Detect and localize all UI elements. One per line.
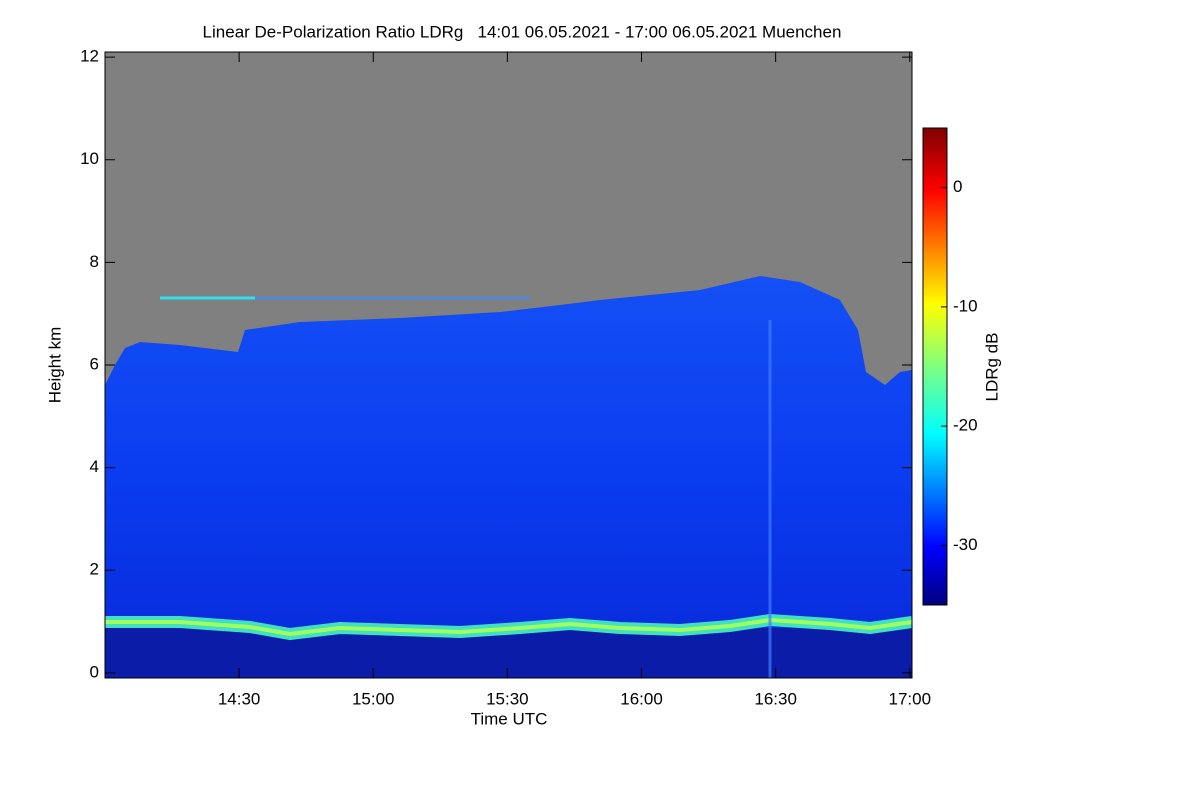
colorbar-tick-label: -10 [953, 296, 978, 315]
y-tick-label: 2 [90, 560, 99, 579]
colorbar-tick-label: -20 [953, 416, 978, 435]
y-tick-label: 8 [90, 252, 99, 271]
y-tick-label: 6 [90, 354, 99, 373]
x-tick-label: 16:00 [620, 689, 663, 708]
y-tick-label: 0 [90, 662, 99, 681]
near-range-band [105, 628, 912, 678]
colorbar-tick-label: -30 [953, 535, 978, 554]
x-axis-label: Time UTC [471, 709, 548, 728]
colorbar-tick-label: 0 [953, 177, 962, 196]
x-tick-label: 15:00 [352, 689, 395, 708]
x-tick-label: 16:30 [754, 689, 797, 708]
y-axis-label: Height km [45, 327, 64, 404]
y-tick-label: 10 [80, 149, 99, 168]
chart-title: Linear De-Polarization Ratio LDRg 14:01 … [203, 22, 842, 41]
colorbar [922, 127, 948, 606]
x-tick-label: 14:30 [218, 689, 261, 708]
y-tick-label: 4 [90, 457, 99, 476]
no-signal-patch [840, 270, 912, 320]
x-tick-label: 15:30 [486, 689, 529, 708]
aerosol-layer-core [105, 617, 913, 637]
signal-area [105, 276, 912, 678]
y-tick-label: 12 [80, 47, 99, 66]
x-tick-label: 17:00 [888, 689, 931, 708]
colorbar-label: LDRg dB [982, 333, 1001, 402]
